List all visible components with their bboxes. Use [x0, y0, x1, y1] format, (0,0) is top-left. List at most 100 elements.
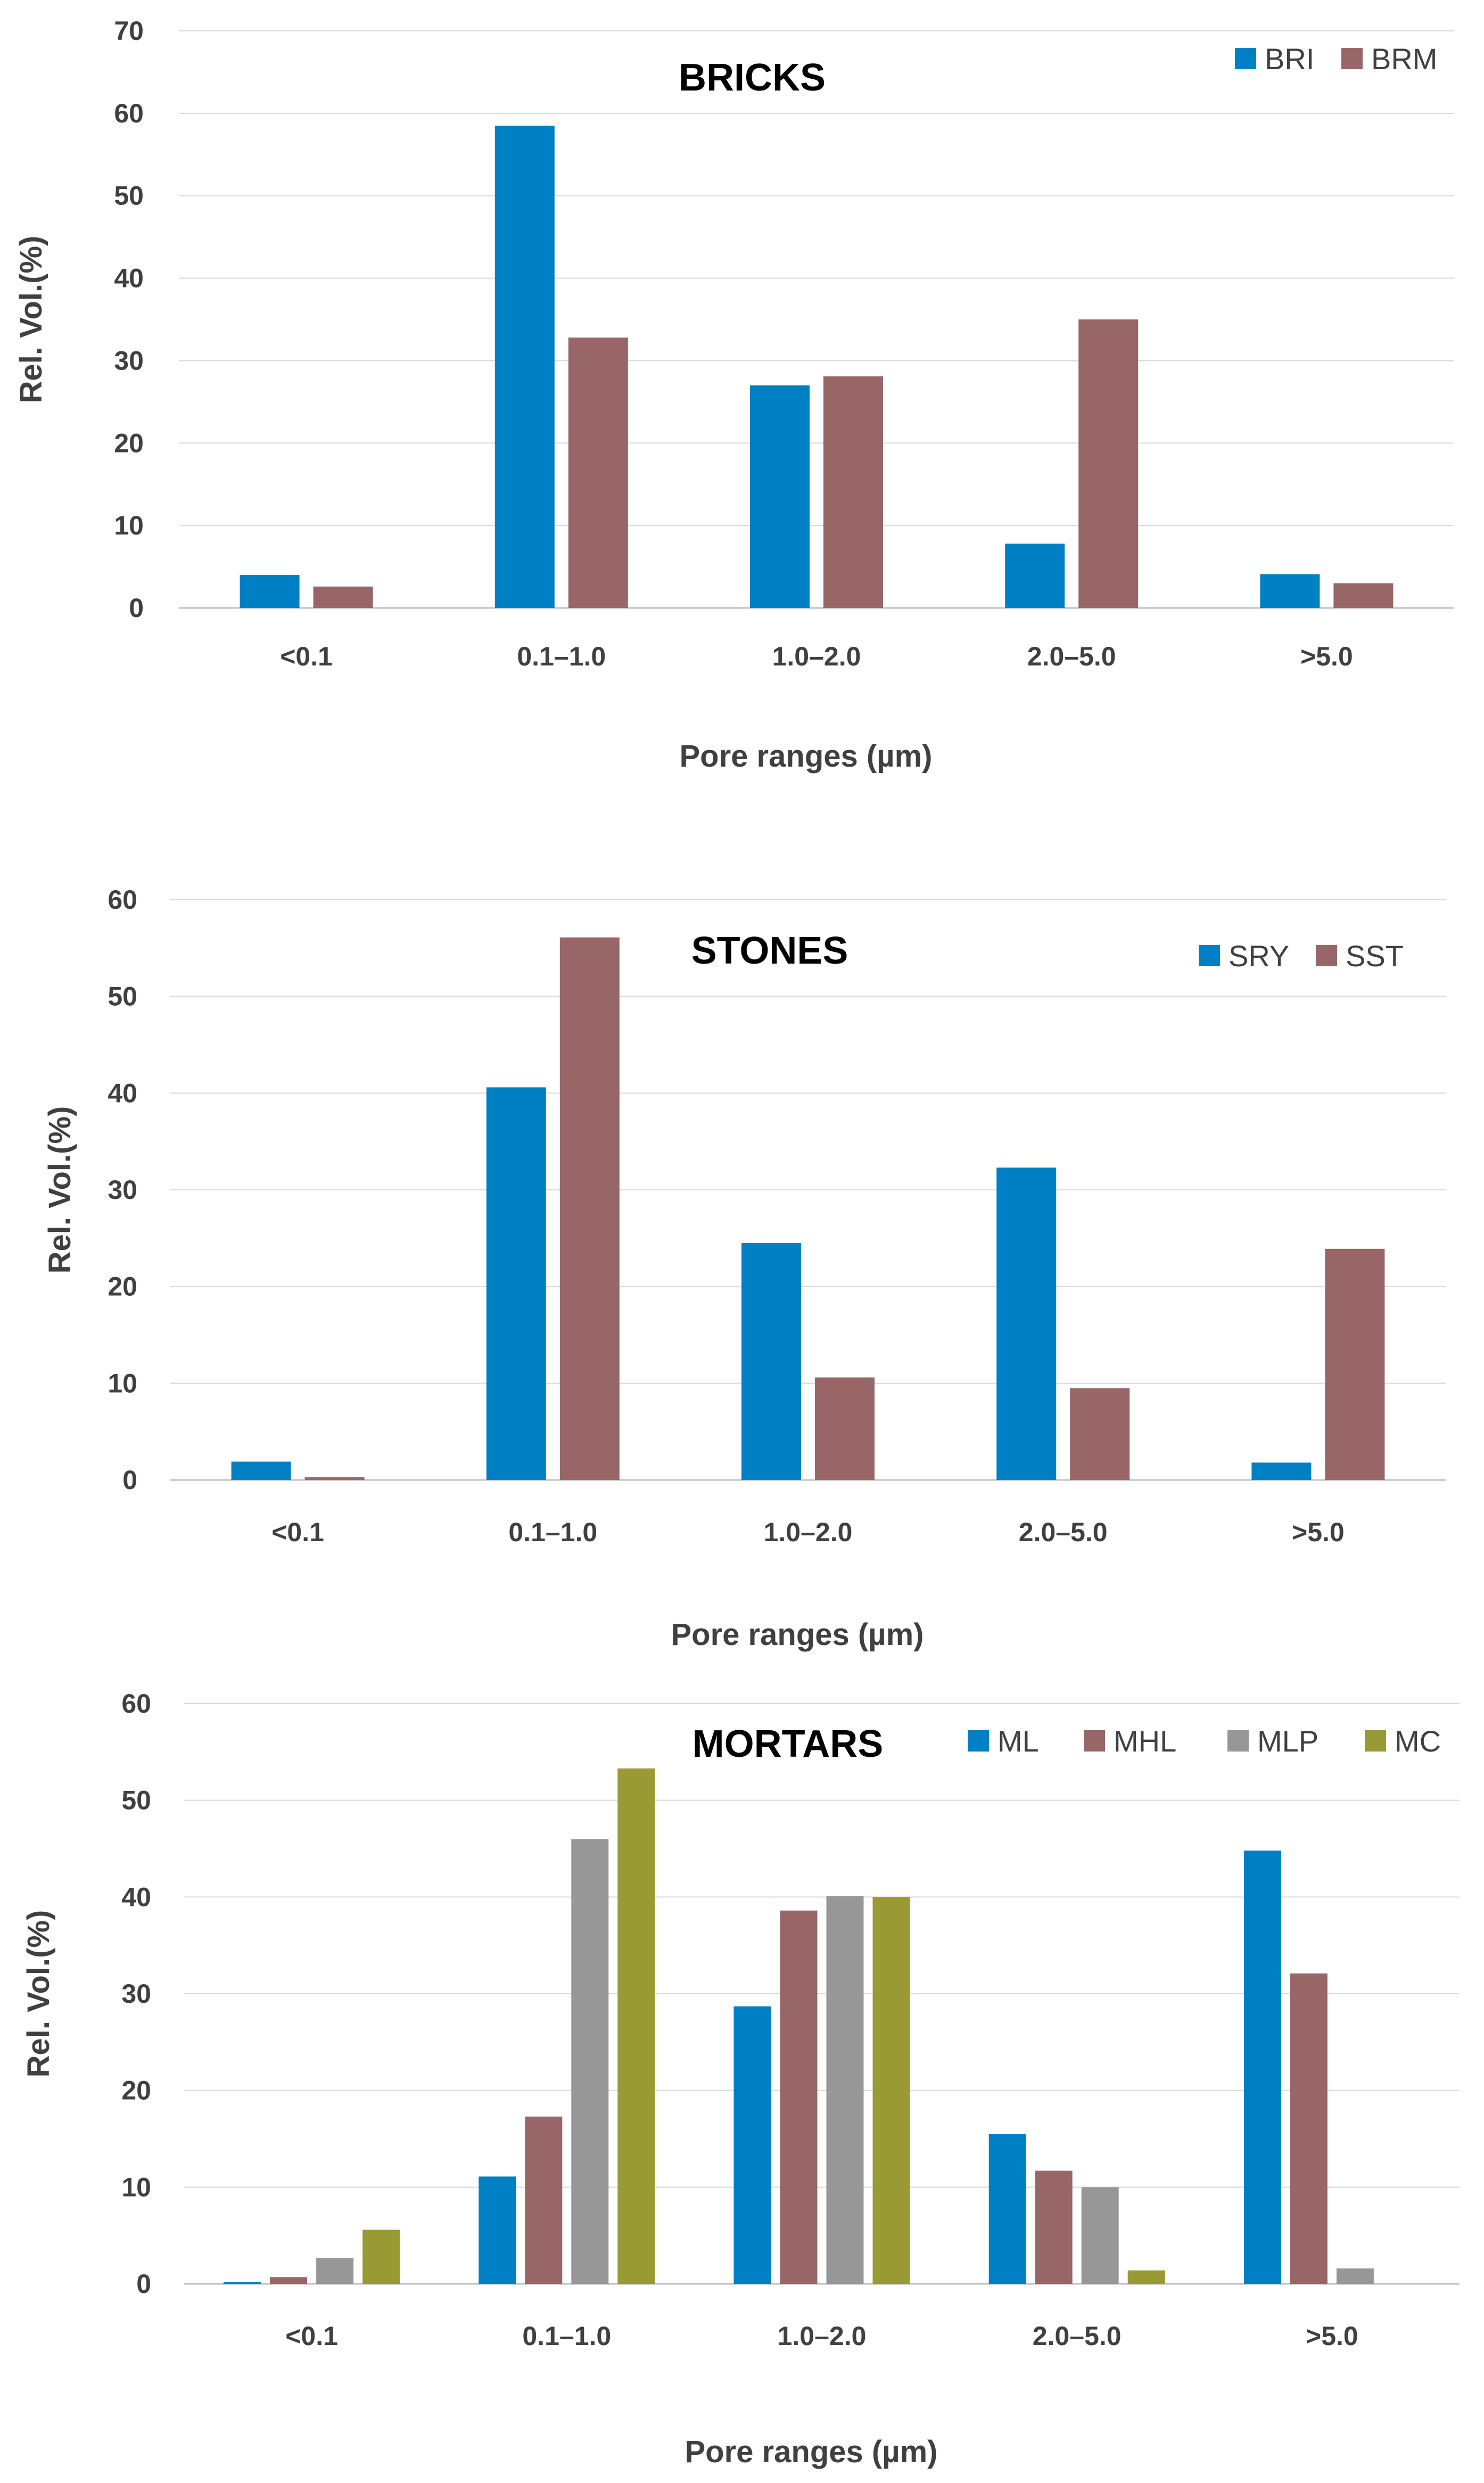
x-tick-label: 1.0–2.0	[772, 642, 861, 671]
y-tick-label: 20	[114, 428, 144, 458]
legend-swatch-bri	[1235, 48, 1256, 69]
stones-bar-sst-0	[304, 1477, 365, 1480]
x-tick-label: 2.0–5.0	[1027, 642, 1116, 671]
y-tick-label: 30	[121, 1979, 151, 2009]
x-tick-label: <0.1	[271, 1517, 324, 1547]
bricks-bar-bri-1	[494, 126, 555, 609]
bricks-bar-bri-4	[1260, 574, 1320, 608]
y-axis-title: Rel. Vol.(%)	[43, 1106, 77, 1274]
x-axis-title: Pore ranges (µm)	[685, 2435, 938, 2469]
mortars-bar-mlp-2	[826, 1896, 864, 2284]
stones-chart-title: STONES	[691, 930, 848, 972]
mortars-chart: 0 10 20 30 40 50 60 <0.1 0.1–1.0 1.0–2.0 2.0–5.0 >5…	[21, 1689, 1460, 2469]
x-tick-label: 0.1–1.0	[517, 642, 606, 671]
y-tick-label: 20	[108, 1272, 137, 1302]
x-tick-label: 1.0–2.0	[778, 2321, 867, 2351]
x-tick-label: 2.0–5.0	[1019, 1517, 1108, 1547]
legend-label-mhl: MHL	[1114, 1724, 1176, 1758]
mortars-bar-ml-3	[988, 2134, 1026, 2284]
bricks-bar-brm-4	[1333, 583, 1394, 608]
y-tick-label: 50	[114, 181, 144, 211]
x-tick-label: <0.1	[280, 642, 333, 671]
bricks-bar-brm-1	[568, 338, 628, 608]
bricks-bar-brm-0	[313, 586, 373, 608]
bricks-bar-bri-2	[750, 385, 810, 608]
y-tick-label: 50	[108, 982, 137, 1012]
legend-swatch-mhl	[1084, 1730, 1105, 1752]
stones-bar-sst-2	[815, 1377, 875, 1480]
stones-bar-sry-0	[231, 1461, 291, 1480]
legend-label-brm: BRM	[1371, 42, 1437, 76]
legend-swatch-mlp	[1227, 1730, 1249, 1752]
x-axis-title: Pore ranges (µm)	[671, 1617, 924, 1652]
y-tick-label: 10	[108, 1368, 137, 1398]
mortars-bar-mc-1	[617, 1768, 655, 2284]
mortars-bar-mhl-4	[1290, 1973, 1328, 2284]
y-tick-label: 0	[122, 1465, 137, 1495]
mortars-bar-mlp-1	[571, 1839, 609, 2284]
x-tick-label: >5.0	[1292, 1517, 1345, 1547]
mortars-bar-mlp-3	[1081, 2187, 1119, 2284]
mortars-chart-title: MORTARS	[692, 1723, 884, 1765]
bricks-chart-title: BRICKS	[679, 56, 826, 99]
mortars-bar-mhl-2	[780, 1910, 818, 2284]
y-tick-label: 20	[121, 2076, 151, 2106]
x-tick-label: 1.0–2.0	[764, 1517, 853, 1547]
x-tick-label: >5.0	[1300, 642, 1353, 671]
bricks-bar-bri-3	[1005, 544, 1065, 608]
legend-label-mlp: MLP	[1257, 1724, 1318, 1758]
mortars-bar-ml-1	[479, 2176, 516, 2284]
mortars-bar-mhl-1	[525, 2116, 563, 2284]
legend-label-mc: MC	[1395, 1724, 1441, 1758]
mortars-bar-mlp-4	[1336, 2268, 1374, 2284]
stones-bar-sst-4	[1325, 1248, 1385, 1480]
mortars-bar-mc-2	[872, 1897, 910, 2284]
y-tick-label: 40	[108, 1078, 137, 1108]
y-tick-label: 60	[121, 1689, 151, 1719]
y-tick-label: 10	[121, 2172, 151, 2202]
y-tick-label: 10	[114, 511, 144, 540]
bricks-chart: 0 10 20 30 40 50 60 70 <0.1 0.1–1.0 1.0–2.0 2.0–5.0…	[14, 16, 1454, 774]
legend-label-ml: ML	[997, 1724, 1039, 1758]
bricks-bar-brm-2	[823, 376, 883, 608]
legend-label-bri: BRI	[1265, 42, 1314, 76]
mortars-bar-mc-0	[362, 2230, 400, 2284]
y-tick-label: 30	[108, 1175, 137, 1205]
y-axis-title: Rel. Vol.(%)	[14, 236, 48, 404]
legend-swatch-brm	[1341, 48, 1363, 69]
y-tick-label: 40	[114, 264, 144, 293]
y-tick-label: 30	[114, 346, 144, 375]
legend-swatch-sry	[1199, 945, 1220, 966]
stones-chart: 0 10 20 30 40 50 60 <0.1 0.1–1.0 1.0–2.0 2.0–5.0 >5…	[43, 885, 1446, 1652]
y-tick-label: 60	[114, 98, 144, 128]
mortars-bar-ml-2	[733, 2006, 771, 2284]
y-tick-label: 0	[136, 2269, 151, 2299]
legend-label-sst: SST	[1346, 939, 1404, 973]
y-tick-label: 60	[108, 885, 137, 915]
y-tick-label: 40	[121, 1882, 151, 1912]
mortars-bar-mc-3	[1127, 2270, 1165, 2284]
mortars-bar-ml-0	[224, 2282, 261, 2284]
y-axis-title: Rel. Vol.(%)	[21, 1910, 56, 2078]
x-tick-label: <0.1	[285, 2321, 338, 2351]
bricks-bar-brm-3	[1078, 319, 1139, 608]
y-tick-label: 50	[121, 1786, 151, 1815]
x-tick-label: 0.1–1.0	[522, 2321, 611, 2351]
legend-swatch-sst	[1316, 945, 1337, 966]
x-tick-label: >5.0	[1306, 2321, 1358, 2351]
legend-swatch-ml	[968, 1730, 989, 1752]
stones-bar-sry-3	[996, 1167, 1057, 1480]
stones-bar-sst-1	[559, 937, 620, 1480]
x-axis-title: Pore ranges (µm)	[680, 739, 933, 774]
mortars-bar-ml-4	[1243, 1851, 1281, 2284]
legend-swatch-mc	[1365, 1730, 1386, 1752]
bricks-bar-bri-0	[240, 575, 300, 608]
stones-bar-sry-2	[741, 1243, 801, 1480]
stones-bar-sry-4	[1251, 1462, 1312, 1480]
legend-label-sry: SRY	[1229, 939, 1289, 973]
mortars-bar-mlp-0	[316, 2257, 354, 2284]
stones-bar-sst-3	[1070, 1388, 1130, 1480]
y-tick-label: 70	[114, 16, 144, 46]
x-tick-label: 2.0–5.0	[1033, 2321, 1122, 2351]
